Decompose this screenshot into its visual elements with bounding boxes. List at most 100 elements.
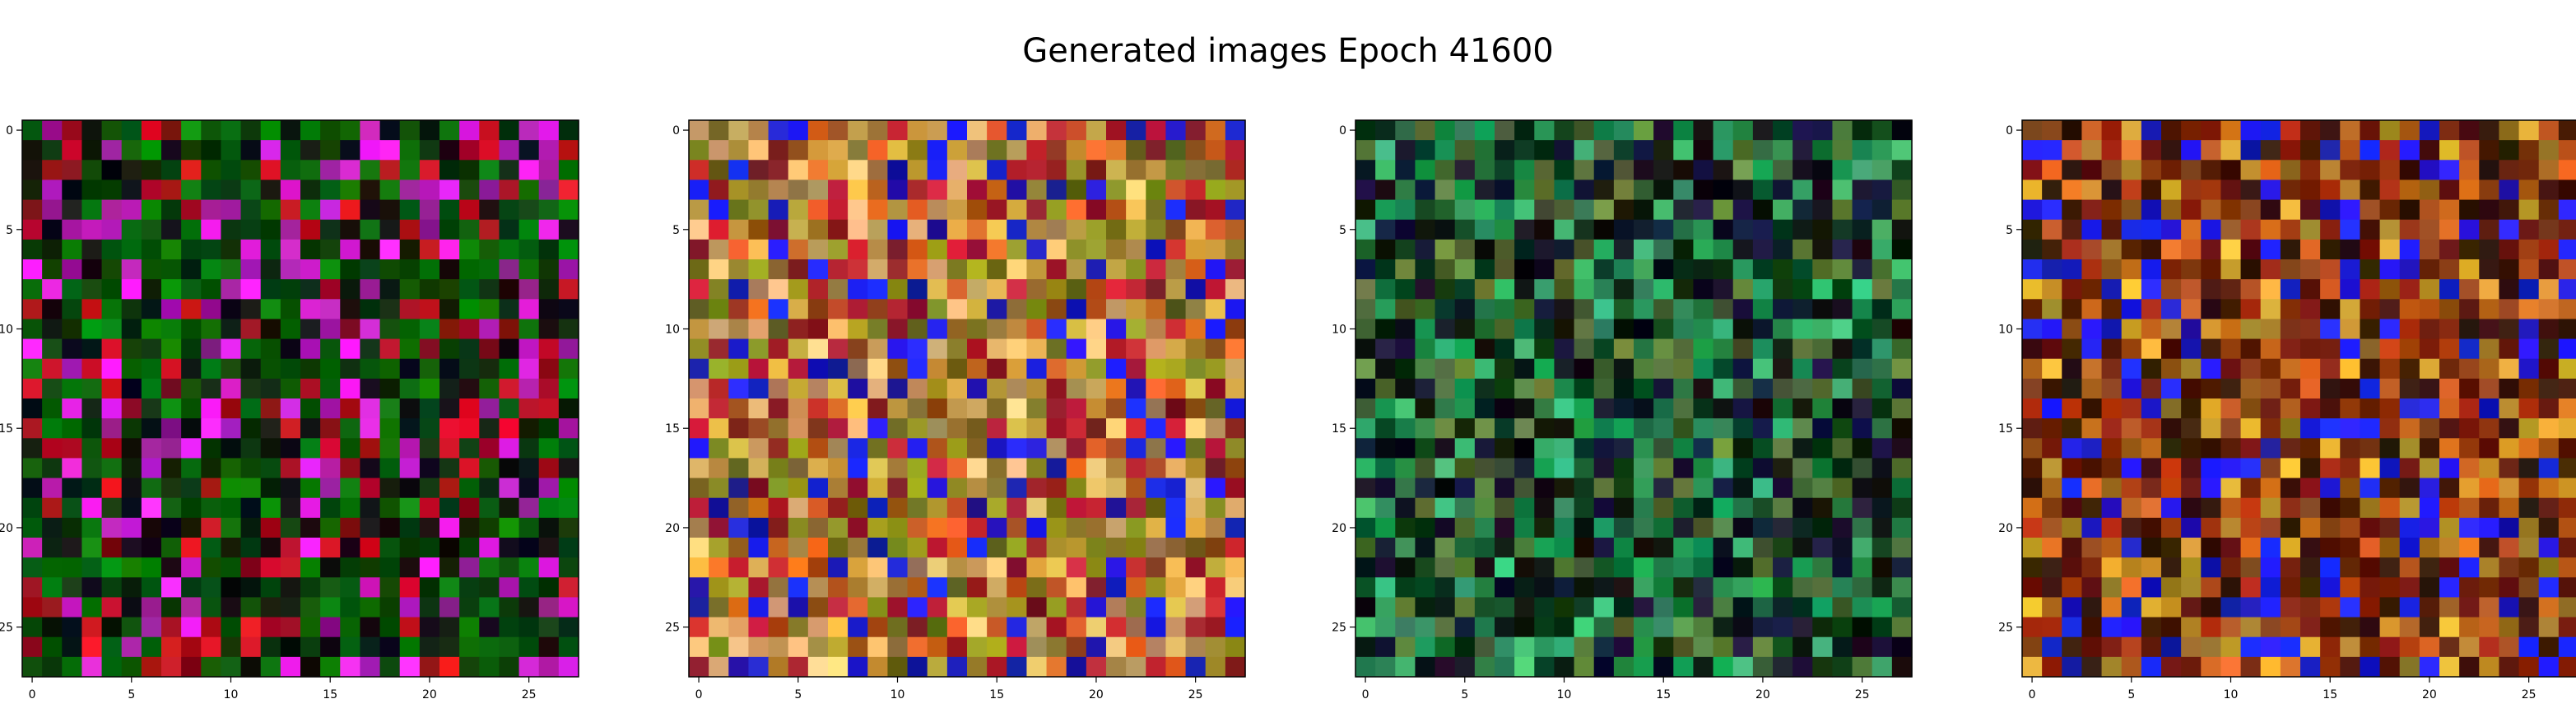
pixel-cell <box>2280 140 2301 161</box>
pixel-cell <box>1474 179 1495 201</box>
pixel-cell <box>479 120 500 141</box>
pixel-cell <box>340 199 361 221</box>
pixel-cell <box>240 279 262 300</box>
pixel-cell <box>1891 557 1913 578</box>
pixel-cell <box>2062 160 2083 181</box>
pixel-cell <box>280 140 301 161</box>
pixel-cell <box>240 517 262 538</box>
pixel-cell <box>1732 120 1754 141</box>
pixel-cell <box>1434 617 1456 638</box>
pixel-cell <box>62 458 83 479</box>
pixel-cell <box>2141 398 2162 419</box>
pixel-cell <box>768 597 789 618</box>
pixel-cell <box>2538 636 2560 658</box>
pixel-cell <box>1474 517 1495 538</box>
pixel-cell <box>967 577 988 599</box>
pixel-cell <box>2399 299 2420 320</box>
pixel-cell <box>121 458 142 479</box>
pixel-cell <box>1852 199 1873 221</box>
pixel-cell <box>479 160 500 181</box>
pixel-cell <box>2121 497 2142 519</box>
pixel-cell <box>2558 656 2576 678</box>
pixel-cell <box>1514 338 1535 360</box>
pixel-cell <box>1395 338 1416 360</box>
pixel-cell <box>121 299 142 320</box>
pixel-cell <box>1713 636 1734 658</box>
pixel-cell <box>1872 398 1893 419</box>
pixel-cell <box>479 358 500 380</box>
pixel-cell <box>1146 259 1167 280</box>
pixel-cell <box>907 517 928 538</box>
pixel-cell <box>1165 418 1187 439</box>
pixel-cell <box>1126 319 1146 340</box>
pixel-cell <box>2121 438 2142 459</box>
pixel-cell <box>1026 319 1048 340</box>
pixel-cell <box>2240 438 2262 459</box>
pixel-cell <box>2042 338 2062 360</box>
pixel-cell <box>1752 279 1774 300</box>
pixel-cell <box>1613 636 1634 658</box>
pixel-cell <box>201 656 222 678</box>
pixel-cell <box>260 140 281 161</box>
pixel-cell <box>1007 438 1028 459</box>
pixel-cell <box>1752 398 1774 419</box>
pixel-cell <box>1534 517 1555 538</box>
pixel-cell <box>1832 378 1853 399</box>
pixel-cell <box>1395 636 1416 658</box>
pixel-cell <box>399 438 421 459</box>
pixel-cell <box>2300 338 2321 360</box>
pixel-cell <box>2399 636 2420 658</box>
pixel-cell <box>538 120 560 141</box>
pixel-cell <box>946 378 968 399</box>
pixel-cell <box>1732 338 1754 360</box>
pixel-cell <box>459 319 480 340</box>
pixel-cell <box>1165 597 1187 618</box>
pixel-cell <box>2161 577 2182 599</box>
pixel-cell <box>1793 179 1813 201</box>
pixel-cell <box>518 497 540 519</box>
pixel-cell <box>987 577 1007 599</box>
pixel-cell <box>946 239 968 260</box>
pixel-cell <box>2220 279 2242 300</box>
pixel-cell <box>1891 319 1913 340</box>
pixel-cell <box>221 140 242 161</box>
pixel-cell <box>558 438 579 459</box>
pixel-cell <box>1653 458 1674 479</box>
pixel-cell <box>479 259 500 280</box>
pixel-cell <box>788 597 809 618</box>
pixel-cell <box>201 538 222 558</box>
pixel-cell <box>1415 239 1436 260</box>
pixel-cell <box>2181 438 2202 459</box>
pixel-cell <box>1852 358 1873 380</box>
pixel-cell <box>1832 597 1853 618</box>
pixel-cell <box>538 497 560 519</box>
pixel-cell <box>439 239 460 260</box>
pixel-cell <box>2081 299 2103 320</box>
pixel-cell <box>2081 538 2103 558</box>
pixel-cell <box>240 656 262 678</box>
pixel-cell <box>2499 636 2520 658</box>
pixel-cell <box>987 299 1007 320</box>
pixel-cell <box>1086 179 1107 201</box>
pixel-cell <box>2042 398 2062 419</box>
pixel-cell <box>1375 517 1396 538</box>
pixel-cell <box>2538 239 2560 260</box>
pixel-cell <box>2141 656 2162 678</box>
pixel-cell <box>379 597 401 618</box>
pixel-cell <box>1534 259 1555 280</box>
pixel-cell <box>161 160 182 181</box>
pixel-cell <box>22 577 43 599</box>
pixel-cell <box>887 378 909 399</box>
pixel-cell <box>987 199 1007 221</box>
image-cells <box>22 120 579 678</box>
pixel-cell <box>22 538 43 558</box>
pixel-cell <box>1106 636 1127 658</box>
pixel-cell <box>81 538 103 558</box>
pixel-cell <box>2161 438 2182 459</box>
pixel-cell <box>1375 140 1396 161</box>
pixel-cell <box>240 239 262 260</box>
pixel-cell <box>141 458 162 479</box>
pixel-cell <box>1514 219 1535 240</box>
pixel-cell <box>2399 120 2420 141</box>
pixel-cell <box>1673 299 1695 320</box>
